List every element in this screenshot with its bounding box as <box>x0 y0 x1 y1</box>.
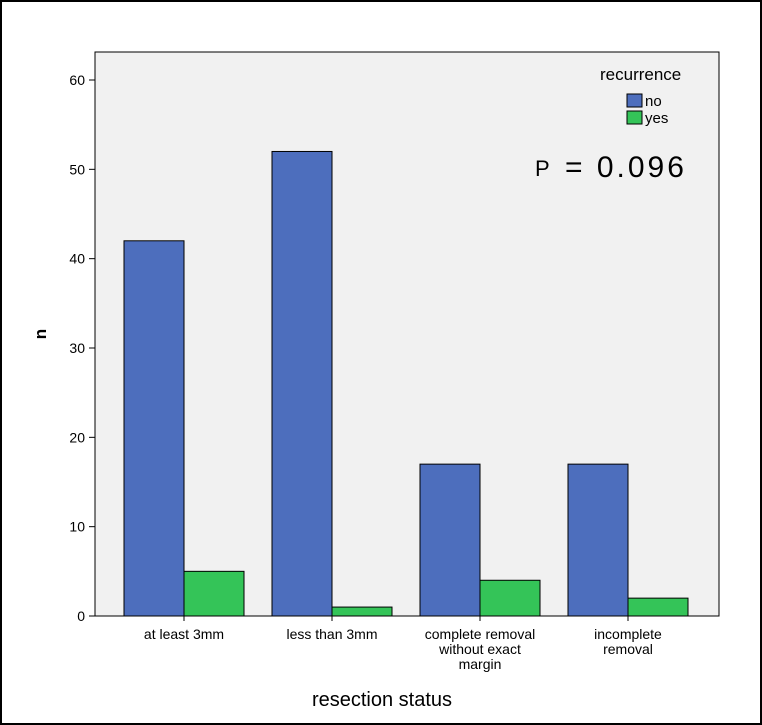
bar-no-3 <box>567 463 629 617</box>
y-tick-label: 0 <box>77 608 85 624</box>
y-tick-label: 40 <box>69 251 85 267</box>
x-tick-label: margin <box>459 656 502 672</box>
legend: recurrence no yes <box>600 65 681 127</box>
bar-yes-2 <box>479 579 541 617</box>
legend-label-yes: yes <box>645 110 668 127</box>
bar-no-1 <box>271 150 333 617</box>
legend-title: recurrence <box>600 65 681 84</box>
y-tick-label: 60 <box>69 72 85 88</box>
x-axis: at least 3mm less than 3mm complete remova… <box>144 616 662 672</box>
x-tick-label: at least 3mm <box>144 626 224 642</box>
p-value-label: P <box>535 156 550 181</box>
x-tick-label: without exact <box>438 641 521 657</box>
x-tick-label: incomplete <box>594 626 662 642</box>
bars <box>123 150 689 617</box>
p-value-annotation: P = 0.096 <box>535 151 687 184</box>
bar-yes-1 <box>331 606 393 617</box>
x-axis-title: resection status <box>312 689 452 711</box>
bar-no-0 <box>123 240 185 617</box>
p-value-text: = 0.096 <box>565 151 687 184</box>
legend-label-no: no <box>645 93 662 110</box>
bar-yes-0 <box>183 570 245 617</box>
y-tick-label: 50 <box>69 161 85 177</box>
y-axis-title: n <box>31 329 50 339</box>
x-tick-label: removal <box>603 641 653 657</box>
y-tick-label: 10 <box>69 519 85 535</box>
y-tick-label: 30 <box>69 340 85 356</box>
bar-no-2 <box>419 463 481 617</box>
y-tick-label: 20 <box>69 429 85 445</box>
x-tick-label: less than 3mm <box>286 626 377 642</box>
legend-swatch-no <box>626 93 643 108</box>
x-tick-label: complete removal <box>425 626 536 642</box>
y-axis: 0 10 20 30 40 50 60 <box>69 72 95 624</box>
legend-swatch-yes <box>626 110 643 125</box>
bar-yes-3 <box>627 597 689 617</box>
